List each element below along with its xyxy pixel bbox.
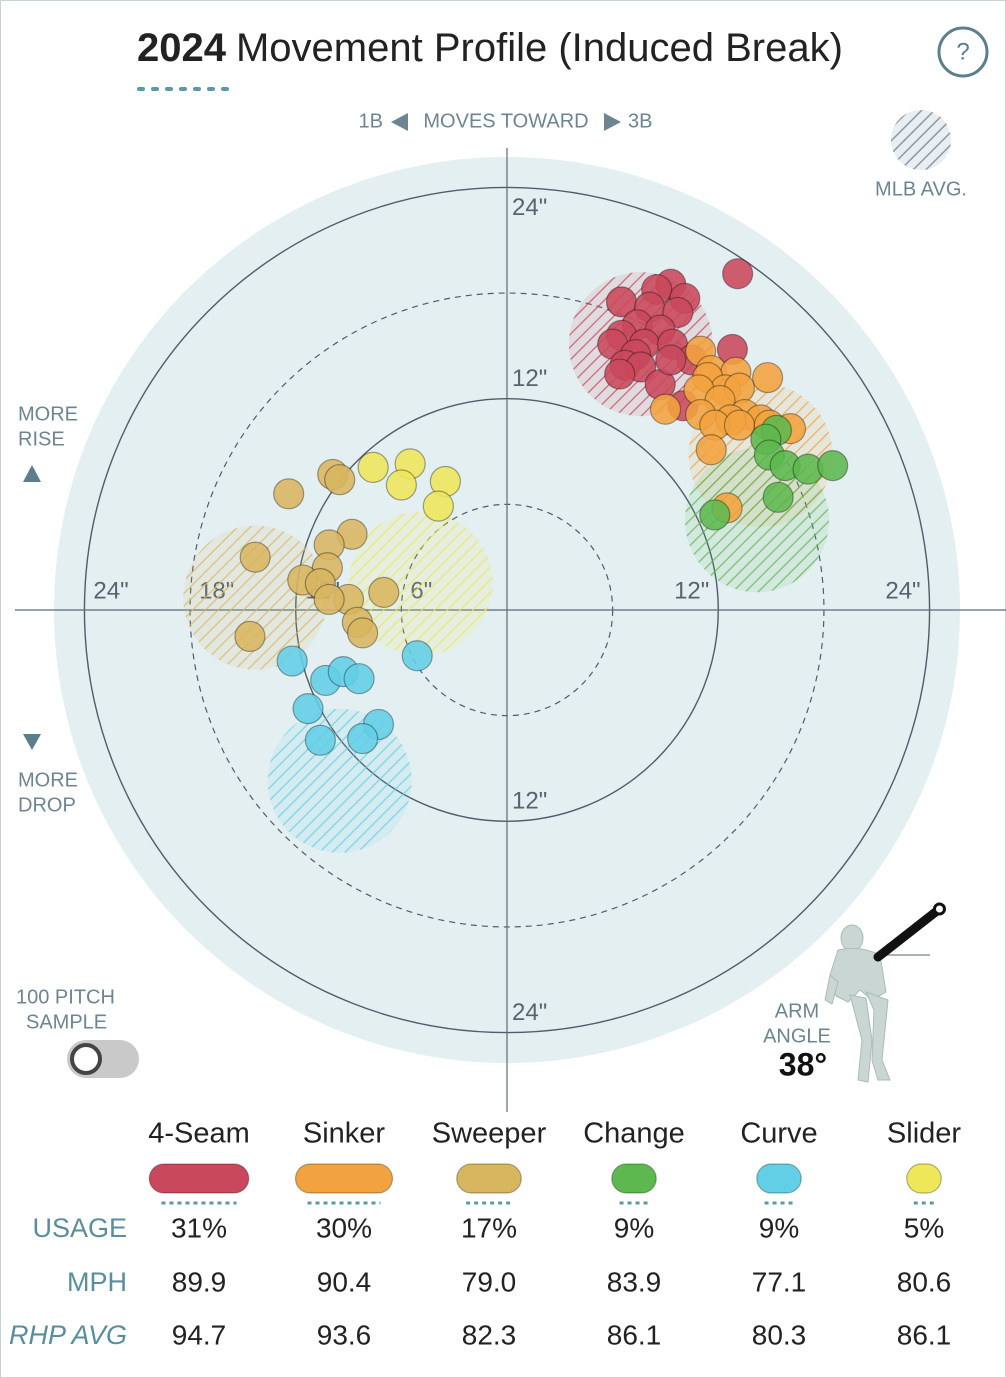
pitch-point xyxy=(401,640,433,672)
sample-label: SAMPLE xyxy=(26,1011,107,1033)
mlb-avg-swatch xyxy=(891,110,951,170)
mph-value: 89.9 xyxy=(172,1266,227,1297)
row-label: USAGE xyxy=(32,1213,127,1243)
arrow-right xyxy=(604,113,621,131)
pitch-point xyxy=(357,451,389,483)
pitch-point xyxy=(304,724,336,756)
help-button[interactable] xyxy=(937,26,989,78)
pitch-point xyxy=(817,450,849,482)
pitch-point xyxy=(276,645,308,677)
pitch-name: Change xyxy=(583,1118,685,1150)
pitch-name: Sinker xyxy=(303,1118,386,1150)
x-tick-label: 24" xyxy=(885,577,920,604)
help-icon[interactable]: ? xyxy=(956,38,969,65)
arm-ball xyxy=(932,902,946,916)
row-label: RHP AVG xyxy=(9,1320,127,1350)
mlb-avg-hatch xyxy=(348,511,493,656)
drop-label: DROP xyxy=(18,794,76,816)
y-tick-label: 12" xyxy=(512,788,547,815)
usage-value: 31% xyxy=(171,1212,227,1243)
row-label: MPH xyxy=(67,1267,127,1297)
y-tick-label: 12" xyxy=(512,365,547,392)
arm-angle-label: ANGLE xyxy=(763,1025,831,1047)
usage-pill xyxy=(148,1163,250,1194)
title-text: Movement Profile (Induced Break) xyxy=(236,26,843,70)
usage-value: 9% xyxy=(759,1212,799,1243)
arm-angle-label: ARM xyxy=(775,1000,819,1022)
direction-label: MOVES TOWARD xyxy=(423,110,588,132)
pitch-name: Curve xyxy=(740,1118,817,1150)
usage-pill xyxy=(456,1163,522,1194)
mlb-avg-hatch xyxy=(685,448,830,593)
rhp-avg-value: 93.6 xyxy=(317,1319,372,1350)
chart-title: 2024 Movement Profile (Induced Break) xyxy=(137,26,843,70)
pitch-point xyxy=(239,541,271,573)
usage-pill xyxy=(611,1163,657,1194)
pitch-point xyxy=(422,490,454,522)
mph-value: 90.4 xyxy=(317,1266,372,1297)
y-tick-label: 24" xyxy=(512,999,547,1026)
pitch-point xyxy=(347,617,379,649)
pitch-point xyxy=(751,361,784,394)
arrow-left xyxy=(391,113,408,131)
rise-arrow xyxy=(23,465,41,482)
pitch-point xyxy=(347,722,379,755)
sample-label: 100 PITCH xyxy=(16,986,115,1008)
pitch-point xyxy=(234,620,266,653)
pitch-name: Slider xyxy=(887,1118,961,1150)
mph-value: 79.0 xyxy=(462,1266,517,1297)
rhp-avg-value: 86.1 xyxy=(607,1319,662,1350)
mph-value: 80.6 xyxy=(897,1266,952,1297)
usage-pill xyxy=(294,1163,394,1194)
pitch-name: Sweeper xyxy=(432,1118,547,1150)
rhp-avg-value: 86.1 xyxy=(897,1319,952,1350)
usage-pill xyxy=(756,1163,802,1194)
rise-label: RISE xyxy=(18,428,65,450)
arm-angle-value: 38° xyxy=(779,1046,827,1082)
pitch-point xyxy=(655,344,687,376)
usage-pill xyxy=(906,1163,942,1194)
direction-right: 3B xyxy=(628,110,652,132)
pitch-point xyxy=(368,576,400,608)
usage-value: 5% xyxy=(904,1212,944,1243)
direction-left: 1B xyxy=(359,110,383,132)
pitch-point xyxy=(273,478,305,510)
drop-label: MORE xyxy=(18,769,78,791)
rhp-avg-value: 82.3 xyxy=(462,1319,517,1350)
mph-value: 77.1 xyxy=(752,1266,807,1297)
pitch-point xyxy=(722,258,754,290)
pitch-point xyxy=(695,434,727,466)
y-tick-label: 24" xyxy=(512,194,547,221)
title-year: 2024 xyxy=(137,26,227,70)
arm-line xyxy=(873,904,944,962)
drop-arrow xyxy=(23,734,41,750)
toggle-knob[interactable] xyxy=(70,1043,102,1075)
pitch-point xyxy=(723,409,756,441)
pitch-point xyxy=(604,358,636,390)
mlb-avg-label: MLB AVG. xyxy=(875,178,967,200)
pitch-point xyxy=(762,481,794,513)
pitch-point xyxy=(292,692,324,725)
pitch-point xyxy=(385,469,417,501)
pitcher-silhouette xyxy=(824,924,891,1083)
pitch-point xyxy=(324,464,356,496)
pitch-point xyxy=(313,583,345,616)
rhp-avg-value: 80.3 xyxy=(752,1319,807,1350)
x-tick-label: 24" xyxy=(93,577,128,604)
mph-value: 83.9 xyxy=(607,1266,662,1297)
rhp-avg-value: 94.7 xyxy=(172,1319,227,1350)
rise-label: MORE xyxy=(18,403,78,425)
mlb-avg-hatch xyxy=(183,525,328,670)
pitch-point xyxy=(649,393,682,425)
pitch-name: 4-Seam xyxy=(148,1118,250,1150)
usage-value: 9% xyxy=(614,1212,654,1243)
usage-value: 30% xyxy=(316,1212,372,1243)
x-tick-label: 12" xyxy=(674,577,709,604)
usage-value: 17% xyxy=(461,1212,517,1243)
pitch-point xyxy=(699,499,731,531)
pitch-point xyxy=(343,663,375,695)
